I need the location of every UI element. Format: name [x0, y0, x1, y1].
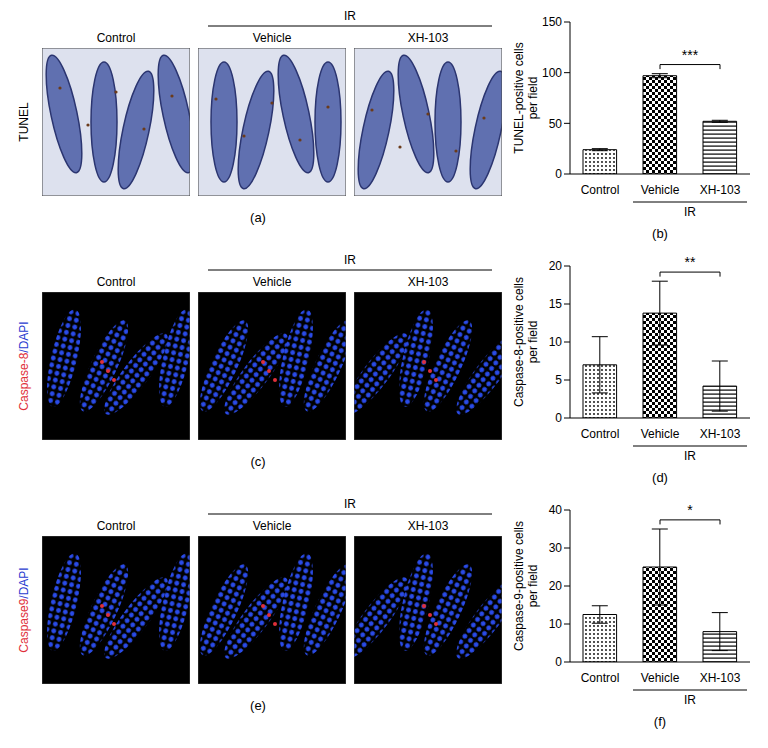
svg-text:XH-103: XH-103 — [700, 671, 741, 685]
svg-text:Control: Control — [97, 519, 136, 533]
svg-text:(e): (e) — [250, 698, 266, 713]
svg-text:10: 10 — [549, 617, 563, 631]
svg-text:Caspase-8/DAPI: Caspase-8/DAPI — [17, 321, 31, 410]
svg-text:XH-103: XH-103 — [700, 427, 741, 441]
svg-text:IR: IR — [344, 497, 356, 511]
svg-text:5: 5 — [555, 373, 562, 387]
svg-text:10: 10 — [549, 335, 563, 349]
svg-text:***: *** — [682, 47, 699, 63]
svg-text:IR: IR — [344, 9, 356, 23]
svg-text:Control: Control — [581, 183, 620, 197]
svg-text:Caspase9/DAPI: Caspase9/DAPI — [17, 567, 31, 652]
svg-text:(a): (a) — [250, 210, 266, 225]
svg-text:Vehicle: Vehicle — [641, 427, 680, 441]
svg-text:0: 0 — [555, 655, 562, 669]
svg-text:Vehicle: Vehicle — [253, 275, 292, 289]
svg-text:XH-103: XH-103 — [408, 275, 449, 289]
svg-text:Caspase-9-positive cellsper fi: Caspase-9-positive cellsper field — [512, 521, 540, 651]
svg-text:XH-103: XH-103 — [408, 519, 449, 533]
svg-text:Control: Control — [97, 31, 136, 45]
svg-text:20: 20 — [549, 259, 563, 273]
svg-text:50: 50 — [549, 117, 563, 131]
svg-text:Vehicle: Vehicle — [253, 519, 292, 533]
svg-text:Control: Control — [581, 671, 620, 685]
svg-text:TUNEL: TUNEL — [17, 102, 31, 142]
svg-text:IR: IR — [684, 449, 696, 463]
svg-text:Control: Control — [97, 275, 136, 289]
svg-text:20: 20 — [549, 579, 563, 593]
svg-text:30: 30 — [549, 541, 563, 555]
svg-text:Vehicle: Vehicle — [253, 31, 292, 45]
svg-text:0: 0 — [555, 167, 562, 181]
html-text:(f): (f) — [653, 714, 667, 729]
svg-text:TUNEL-positive cellsper field: TUNEL-positive cellsper field — [512, 42, 540, 153]
svg-text:Vehicle: Vehicle — [641, 671, 680, 685]
svg-text:(c): (c) — [250, 454, 265, 469]
svg-text:Caspase-8-positive cellsper fi: Caspase-8-positive cellsper field — [512, 277, 540, 407]
svg-text:**: ** — [685, 254, 696, 270]
svg-text:*: * — [687, 502, 693, 518]
html-text:(b): (b) — [652, 226, 668, 241]
svg-text:IR: IR — [684, 693, 696, 707]
svg-text:XH-103: XH-103 — [408, 31, 449, 45]
svg-text:IR: IR — [684, 205, 696, 219]
svg-text:0: 0 — [555, 411, 562, 425]
svg-text:40: 40 — [549, 503, 563, 517]
svg-text:150: 150 — [542, 15, 562, 29]
html-text:(d): (d) — [652, 470, 668, 485]
svg-text:Vehicle: Vehicle — [641, 183, 680, 197]
svg-text:100: 100 — [542, 66, 562, 80]
svg-text:IR: IR — [344, 253, 356, 267]
svg-text:15: 15 — [549, 297, 563, 311]
svg-text:Control: Control — [581, 427, 620, 441]
svg-text:XH-103: XH-103 — [700, 183, 741, 197]
